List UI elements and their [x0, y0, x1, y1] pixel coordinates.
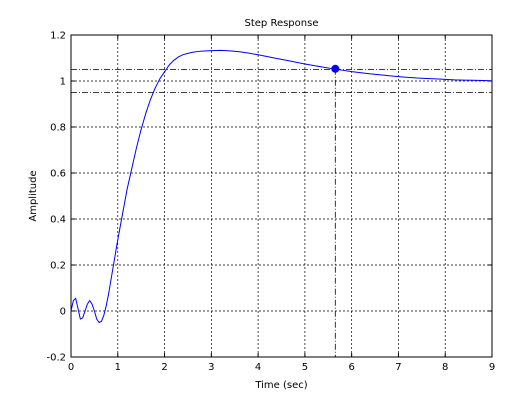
y-tick-label: 0.8: [50, 123, 66, 134]
y-tick-label: 0.4: [50, 215, 66, 226]
x-tick-label: 1: [115, 362, 121, 373]
y-tick-labels: -0.2 0 0.2 0.4 0.6 0.8 1 1.2: [46, 31, 66, 364]
x-tick-label: 9: [489, 362, 495, 373]
plot-area-frame: [70, 34, 493, 358]
x-tick-label: 3: [208, 362, 214, 373]
x-tick-label: 2: [161, 362, 167, 373]
y-tick-label: -0.2: [46, 353, 66, 364]
y-tick-label: 1: [60, 77, 66, 88]
x-tick-label: 6: [348, 362, 354, 373]
x-tick-label: 4: [255, 362, 261, 373]
y-tick-label: 0.6: [50, 169, 66, 180]
x-tick-label: 8: [442, 362, 448, 373]
x-axis-label: Time (sec): [254, 380, 307, 391]
y-tick-label: 0: [60, 307, 66, 318]
x-tick-label: 5: [302, 362, 308, 373]
step-response-line: [70, 49, 493, 324]
x-tick-label: 0: [68, 362, 74, 373]
grid-lines: [71, 35, 492, 357]
reference-lines: [71, 68, 492, 357]
y-tick-label: 0.2: [50, 261, 66, 272]
x-tick-labels: 0 1 2 3 4 5 6 7 8 9: [68, 362, 495, 373]
x-tick-label: 7: [395, 362, 401, 373]
chart-title: Step Response: [245, 18, 319, 29]
y-tick-label: 1.2: [50, 31, 66, 42]
y-axis-label: Amplitude: [28, 170, 39, 221]
settling-time-marker[interactable]: [331, 64, 340, 73]
